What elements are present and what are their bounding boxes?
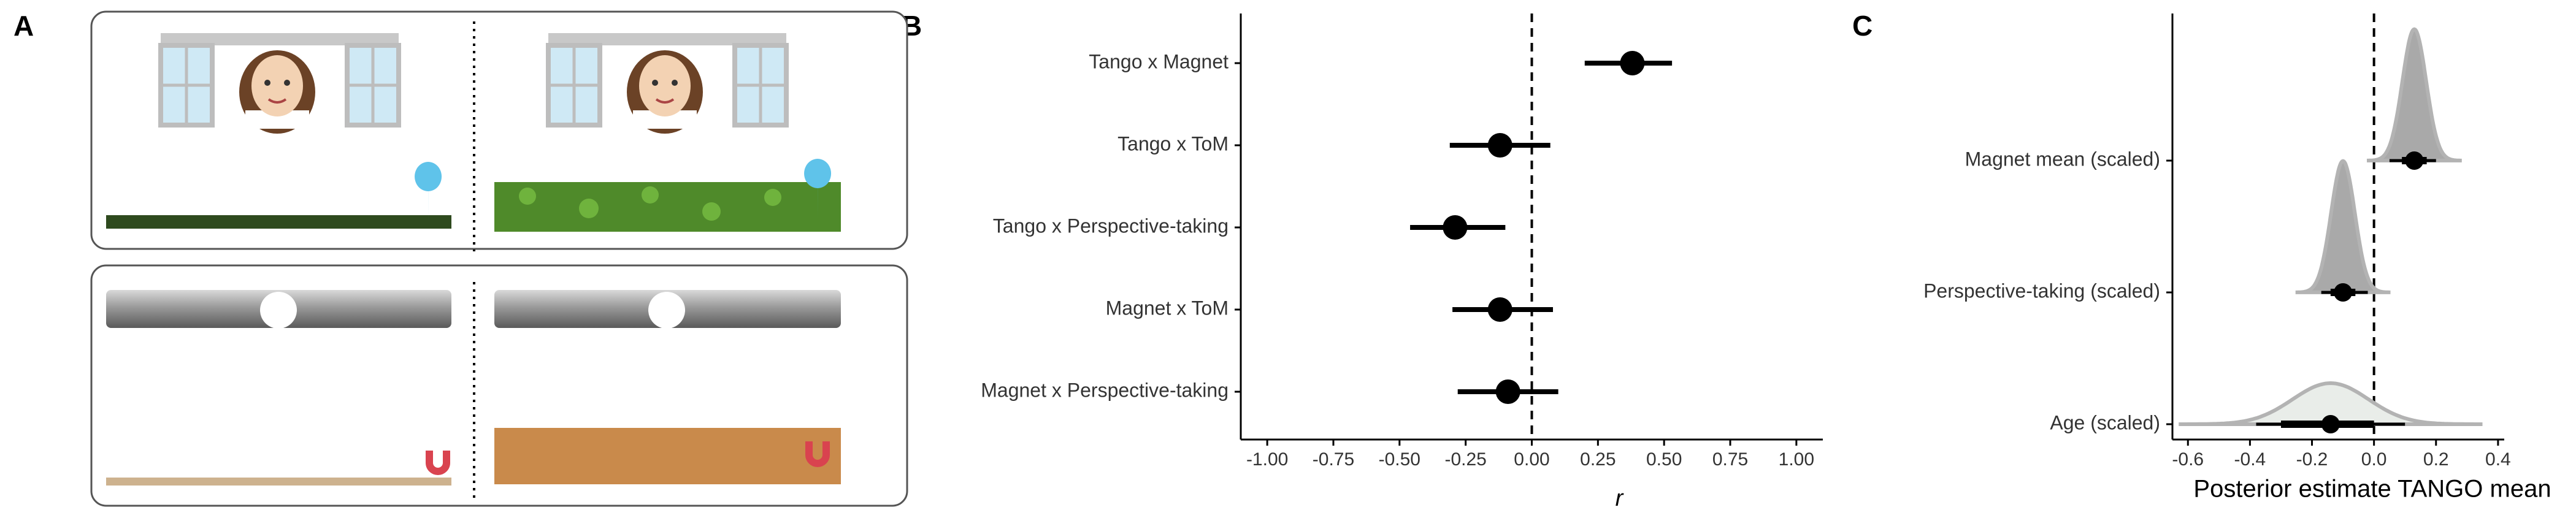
density [2295,159,2391,294]
x-tick-label: 1.00 [1779,449,1814,470]
x-tick-label: 0.00 [1514,449,1549,470]
x-tick-label: 0.0 [2361,449,2387,470]
density [2367,27,2462,162]
panel-label: C [1852,10,1873,42]
point [2321,415,2340,433]
x-tick-label: 0.75 [1712,449,1748,470]
y-tick-label: Tango x Perspective-taking [993,215,1229,237]
y-tick-label: Age (scaled) [2050,411,2160,433]
x-tick-label: -1.00 [1246,449,1288,470]
point [2334,283,2353,302]
y-tick-label: Magnet x ToM [1106,297,1229,319]
x-tick-label: 0.4 [2485,449,2511,470]
x-tick-label: -0.50 [1379,449,1420,470]
x-tick-label: 0.2 [2423,449,2449,470]
x-tick-label: -0.2 [2296,449,2328,470]
point [1620,51,1645,75]
x-tick-label: 0.50 [1646,449,1682,470]
point [1487,133,1512,158]
point [2405,151,2424,170]
x-axis-label: r [1616,486,1624,511]
panel-label: A [13,10,34,42]
x-tick-label: -0.6 [2172,449,2204,470]
point [1495,379,1520,404]
illustration [90,10,908,507]
density [2179,381,2483,426]
x-tick-label: -0.75 [1313,449,1354,470]
x-tick-label: -0.25 [1444,449,1486,470]
point [1443,215,1468,240]
y-tick-label: Magnet mean (scaled) [1965,148,2160,170]
y-tick-label: Magnet x Perspective-taking [981,379,1229,401]
point [1487,297,1512,322]
x-tick-label: 0.25 [1580,449,1616,470]
x-axis-label: Posterior estimate TANGO mean [2193,476,2551,503]
y-tick-label: Tango x Magnet [1089,50,1229,72]
x-tick-label: -0.4 [2234,449,2266,470]
y-tick-label: Tango x ToM [1117,132,1229,154]
y-tick-label: Perspective-taking (scaled) [1923,280,2160,302]
